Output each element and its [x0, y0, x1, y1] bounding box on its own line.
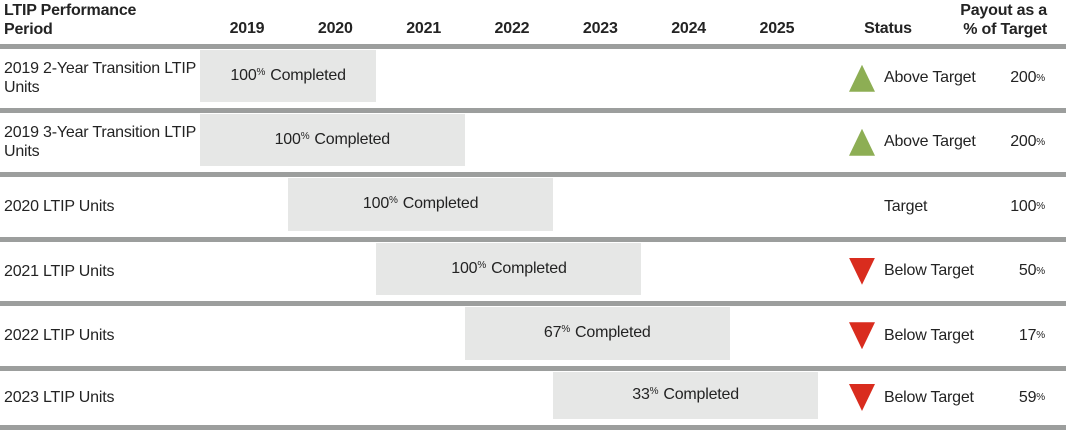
status-triangle-icon [849, 384, 875, 411]
performance-period-bar: 100% Completed [288, 178, 554, 231]
ltip-row: 2019 3-Year Transition LTIP Units 100% Co… [0, 113, 1066, 173]
ltip-row: 2023 LTIP Units 33% Completed Below Targe… [0, 371, 1066, 425]
ltip-row: 2020 LTIP Units 100% Completed Target 100… [0, 177, 1066, 237]
row-label: 2020 LTIP Units [4, 198, 115, 216]
row-divider [0, 365, 1066, 371]
status-label: Above Target [884, 69, 976, 87]
ltip-row: 2019 2-Year Transition LTIP Units 100% Co… [0, 49, 1066, 108]
row-label: 2019 2-Year Transition LTIP Units [4, 60, 196, 97]
bar-completion-label: 100% Completed [362, 195, 479, 213]
status-cell: Below Target [849, 306, 974, 366]
row-divider [0, 44, 1066, 49]
payout-value: 50% [1018, 262, 1045, 280]
bar-completion-label: 100% Completed [230, 66, 346, 84]
performance-period-bar: 67% Completed [464, 307, 730, 360]
bar-completion-label: 67% Completed [543, 324, 651, 342]
status-triangle-icon [849, 64, 875, 92]
bar-completion-label: 100% Completed [451, 259, 567, 277]
status-label: Target [884, 197, 928, 215]
status-cell: Below Target [849, 242, 974, 302]
status-label: Below Target [884, 262, 974, 280]
year-axis-label: 2024 [671, 20, 706, 37]
bar-completion-label: 100% Completed [274, 130, 391, 148]
status-cell: Above Target [849, 113, 976, 173]
ltip-row: 2022 LTIP Units 67% Completed Below Targe… [0, 306, 1066, 366]
payout-header-line2: % of Target [963, 21, 1047, 38]
payout-column-header: Payout as a % of Target [960, 1, 1047, 39]
status-label: Above Target [884, 133, 976, 151]
status-cell: Target [849, 177, 927, 237]
year-axis-label: 2025 [759, 20, 795, 37]
year-axis-label: 2019 [229, 20, 265, 37]
payout-value: 59% [1018, 388, 1045, 406]
performance-period-bar: 100% Completed [199, 113, 465, 166]
status-label: Below Target [884, 326, 974, 344]
status-cell: Below Target [849, 371, 974, 425]
year-axis-label: 2022 [494, 20, 530, 37]
performance-period-bar: 100% Completed [376, 242, 642, 295]
payout-header-line1: Payout as a [960, 2, 1047, 19]
bar-completion-label: 33% Completed [632, 386, 739, 403]
period-column-header: LTIP Performance Period [4, 2, 137, 38]
payout-value: 100% [1010, 197, 1045, 215]
year-axis-label: 2021 [406, 20, 442, 37]
row-divider [0, 236, 1066, 242]
row-label: 2023 LTIP Units [4, 389, 115, 406]
status-cell: Above Target [849, 49, 976, 108]
status-triangle-icon [849, 257, 875, 285]
row-divider [0, 107, 1066, 113]
status-column-header: Status [864, 20, 912, 37]
row-label: 2022 LTIP Units [4, 327, 115, 345]
payout-value: 200% [1010, 69, 1045, 87]
performance-period-bar: 33% Completed [553, 371, 819, 419]
payout-value: 17% [1018, 326, 1045, 344]
status-label: Below Target [884, 388, 974, 406]
performance-period-bar: 100% Completed [199, 50, 377, 102]
row-divider [0, 301, 1066, 306]
row-label: 2019 3-Year Transition LTIP Units [4, 124, 196, 161]
status-triangle-icon [849, 322, 875, 350]
payout-value: 200% [1010, 133, 1045, 151]
year-axis-label: 2020 [317, 20, 353, 37]
year-axis-label: 2023 [582, 20, 618, 37]
status-triangle-icon [849, 128, 875, 156]
row-label: 2021 LTIP Units [4, 262, 115, 280]
ltip-row: 2021 LTIP Units 100% Completed Below Targ… [0, 242, 1066, 302]
row-divider [0, 172, 1066, 177]
row-divider [0, 424, 1066, 430]
